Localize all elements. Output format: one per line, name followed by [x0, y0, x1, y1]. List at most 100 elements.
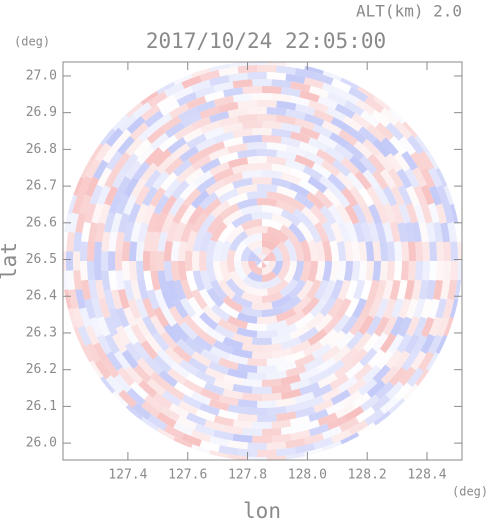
echo-cell: [190, 391, 212, 406]
echo-cell: [247, 407, 267, 415]
echo-cell: [234, 261, 248, 281]
echo-cell: [360, 221, 373, 243]
echo-cell: [213, 167, 234, 183]
echo-cell: [206, 239, 217, 261]
echo-cell: [171, 322, 190, 342]
echo-cell: [184, 167, 205, 186]
echo-cell: [314, 240, 325, 261]
echo-cell: [247, 107, 267, 115]
echo-cell: [223, 424, 244, 435]
echo-cell: [242, 378, 262, 387]
echo-cell: [375, 152, 394, 173]
echo-cell: [251, 177, 273, 185]
echo-cell: [410, 350, 427, 371]
echo-cell: [375, 122, 395, 141]
echo-cell: [339, 89, 360, 105]
echo-cell: [179, 321, 198, 341]
echo-cell: [130, 221, 142, 243]
echo-cell: [266, 319, 288, 331]
echo-cell: [317, 412, 338, 427]
echo-cell: [283, 238, 297, 261]
echo-cell: [321, 279, 337, 302]
echo-cell: [214, 182, 235, 198]
echo-cell: [349, 186, 366, 207]
echo-cell: [108, 251, 116, 271]
echo-cell: [314, 313, 334, 333]
echo-cell: [168, 103, 190, 119]
echo-cell: [134, 298, 149, 319]
echo-cell: [427, 334, 443, 355]
echo-cell: [428, 316, 443, 337]
echo-cell: [255, 261, 262, 266]
echo-cell: [321, 82, 343, 97]
echo-cell: [345, 221, 358, 243]
echo-cell: [322, 188, 342, 208]
echo-cell: [334, 103, 356, 119]
echo-cell: [232, 419, 253, 429]
echo-cell: [84, 202, 97, 224]
echo-cell: [176, 338, 196, 357]
echo-cell: [321, 386, 342, 402]
echo-cell: [327, 173, 347, 192]
echo-cell: [214, 324, 235, 340]
echo-cell: [222, 388, 244, 400]
echo-cell: [232, 332, 253, 345]
echo-cell: [178, 400, 199, 416]
echo-cell: [113, 129, 132, 149]
echo-cell: [373, 185, 390, 206]
echo-cell: [280, 295, 302, 313]
echo-cell: [280, 136, 301, 148]
echo-cell: [191, 288, 208, 310]
echo-cell: [346, 330, 364, 351]
echo-cell: [134, 316, 151, 337]
echo-cell: [103, 212, 116, 233]
echo-cell: [210, 221, 228, 243]
echo-cell: [231, 213, 253, 229]
echo-cell: [223, 136, 244, 148]
echo-cell: [420, 203, 433, 224]
echo-cell: [247, 358, 267, 366]
echo-cell: [110, 112, 129, 132]
echo-cell: [262, 378, 282, 387]
echo-cell: [195, 408, 216, 422]
echo-cell: [294, 192, 315, 210]
echo-cell: [306, 222, 322, 243]
echo-cell: [149, 186, 166, 207]
echo-cell: [285, 73, 306, 84]
echo-cell: [271, 347, 293, 359]
echo-cell: [329, 261, 339, 282]
echo-cell: [372, 364, 391, 384]
echo-cell: [96, 185, 111, 206]
echo-cell: [114, 251, 123, 271]
echo-cell: [305, 191, 325, 210]
echo-cell: [187, 357, 208, 374]
echo-cell: [217, 188, 239, 204]
echo-cell: [176, 165, 196, 184]
echo-cell: [294, 103, 316, 116]
echo-cell: [156, 348, 175, 367]
echo-cell: [285, 310, 306, 327]
echo-cell: [279, 224, 299, 244]
echo-cell: [252, 421, 272, 429]
echo-cell: [72, 193, 85, 215]
echo-cell: [231, 163, 253, 175]
echo-cell: [262, 240, 277, 252]
echo-cell: [262, 265, 272, 275]
echo-cell: [321, 220, 337, 243]
echo-cell: [325, 359, 345, 377]
echo-cell: [404, 221, 415, 243]
echo-cell: [204, 141, 226, 155]
echo-cell: [199, 106, 220, 120]
echo-cell: [157, 231, 168, 252]
echo-cell: [418, 222, 429, 243]
echo-cell: [397, 222, 408, 243]
echo-cell: [237, 363, 258, 373]
echo-cell: [125, 342, 143, 362]
echo-cell: [140, 162, 159, 182]
echo-cell: [285, 438, 306, 449]
echo-cell: [195, 370, 216, 385]
echo-cell: [347, 126, 367, 145]
echo-cell: [184, 336, 205, 355]
echo-cell: [203, 381, 225, 396]
echo-cell: [130, 279, 142, 301]
